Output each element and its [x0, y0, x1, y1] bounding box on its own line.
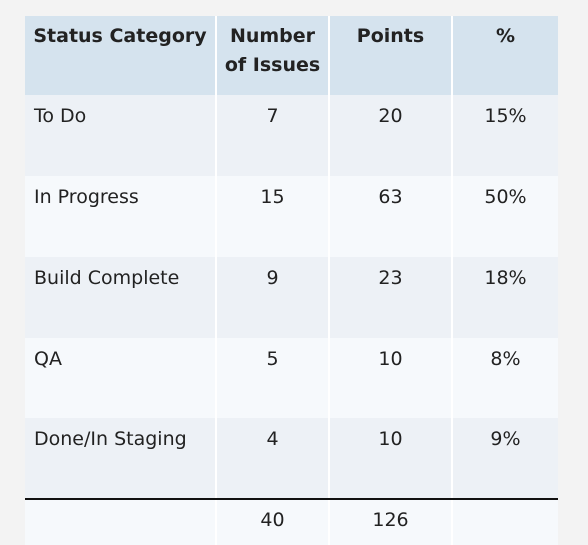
row-cell: 20 [330, 95, 453, 176]
row-cell: 15 [217, 176, 330, 257]
row-cell: 4 [217, 418, 330, 498]
total-issues: 40 [217, 499, 330, 545]
total-rule [25, 498, 558, 500]
row-label: To Do [25, 95, 217, 176]
total-cell [25, 499, 217, 545]
row-cell: 10 [330, 418, 453, 498]
row-cell: 50% [453, 176, 558, 257]
header-cell: % [453, 16, 558, 95]
row-cell: 9% [453, 418, 558, 498]
header-cell: Status Category [25, 16, 217, 95]
row-cell: 15% [453, 95, 558, 176]
row-cell: 7 [217, 95, 330, 176]
row-label: In Progress [25, 176, 217, 257]
total-points: 126 [330, 499, 453, 545]
row-label: Build Complete [25, 257, 217, 338]
header-cell: Points [330, 16, 453, 95]
row-cell: 5 [217, 338, 330, 418]
row-cell: 18% [453, 257, 558, 338]
row-cell: 10 [330, 338, 453, 418]
row-label: QA [25, 338, 217, 418]
row-label: Done/In Staging [25, 418, 217, 498]
header-cell: Number of Issues [217, 16, 330, 95]
row-cell: 8% [453, 338, 558, 418]
row-cell: 63 [330, 176, 453, 257]
row-cell: 23 [330, 257, 453, 338]
row-cell: 9 [217, 257, 330, 338]
total-cell [453, 499, 558, 545]
